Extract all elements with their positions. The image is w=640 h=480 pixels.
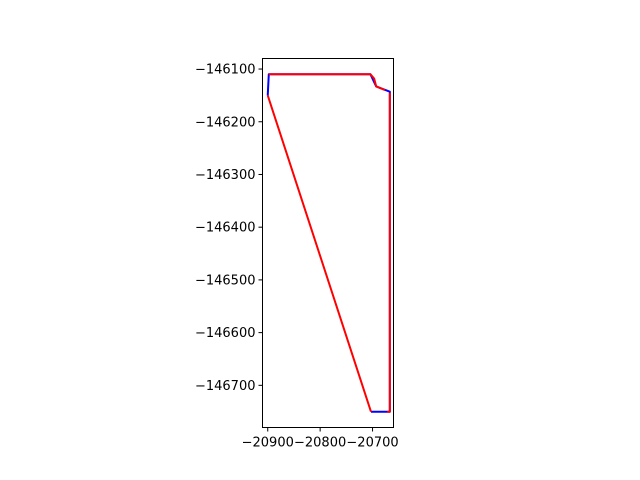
plot-frame xyxy=(262,58,394,428)
y-tick-label: −146600 xyxy=(195,326,256,341)
y-tick-label: −146700 xyxy=(195,379,256,394)
y-tick-label: −146500 xyxy=(195,273,256,288)
series-line-4 xyxy=(387,92,391,413)
x-axis: −20900 −20800 −20700 xyxy=(242,427,399,451)
series-line-1 xyxy=(266,73,391,413)
y-tick-label: −146200 xyxy=(195,115,256,130)
x-tick-label: −20800 xyxy=(294,436,346,451)
series-layer xyxy=(266,73,391,413)
x-tick-label: −20700 xyxy=(346,436,398,451)
series-line-3 xyxy=(268,73,386,92)
y-tick-label: −146300 xyxy=(195,168,256,183)
y-tick-label: −146400 xyxy=(195,221,256,236)
y-axis: −146100 −146200 −146300 −146400 −146500 −1466… xyxy=(195,63,263,394)
series-line-2 xyxy=(266,95,372,413)
y-tick-label: −146100 xyxy=(195,63,256,78)
x-tick-label: −20900 xyxy=(242,436,294,451)
